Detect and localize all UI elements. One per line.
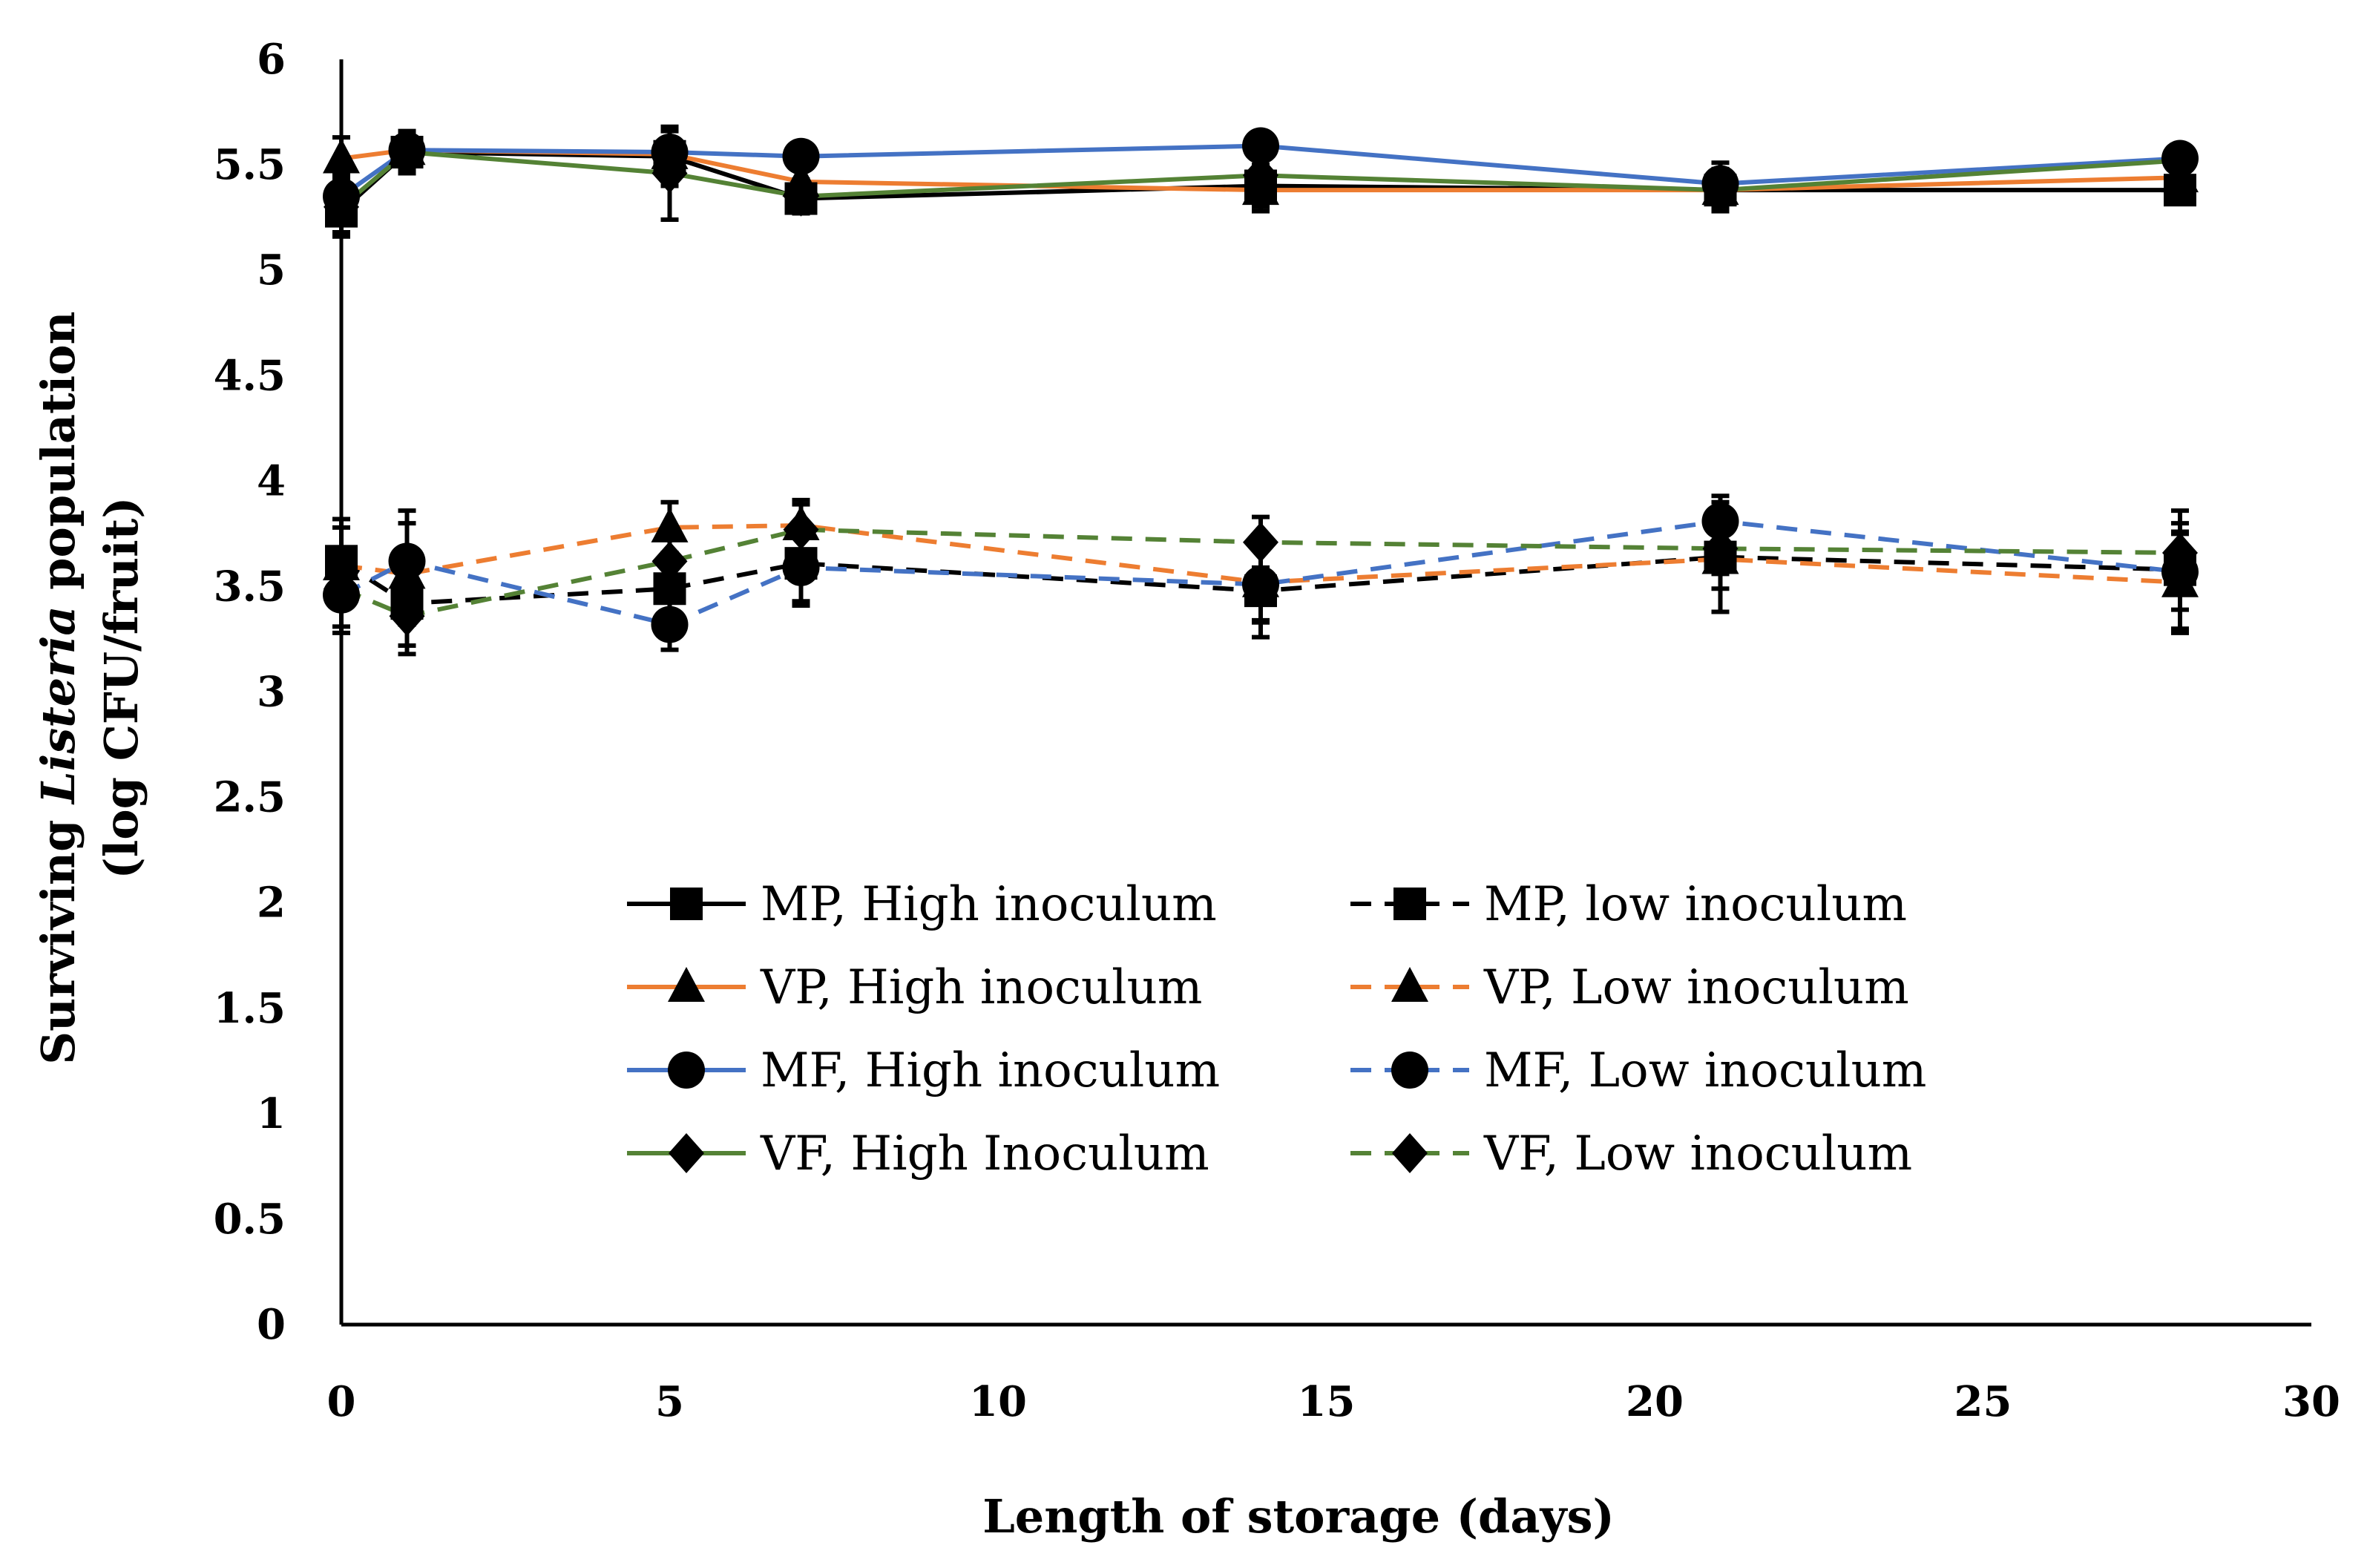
- x-axis-title: Length of storage (days): [982, 1489, 1615, 1544]
- y-tick-label: 5: [257, 246, 286, 295]
- legend-marker: [1392, 1133, 1428, 1173]
- y-tick-label: 6: [257, 35, 286, 84]
- legend-marker: [1393, 888, 1426, 920]
- y-axis-title-line1: Surviving Listeria population: [31, 311, 85, 1064]
- legend-label: MF, High inoculum: [761, 1043, 1220, 1098]
- legend-label: MF, Low inoculum: [1484, 1043, 1926, 1098]
- y-tick-label: 4.5: [214, 351, 286, 400]
- legend-marker: [668, 967, 705, 1002]
- y-axis-title-suffix: population: [31, 311, 85, 606]
- y-tick-label: 1.5: [214, 984, 286, 1033]
- x-tick-label: 25: [1954, 1377, 2012, 1426]
- legend-label: VF, Low inoculum: [1483, 1126, 1912, 1181]
- y-tick-label: 2: [257, 879, 286, 928]
- data-point: [388, 542, 426, 580]
- y-tick-label: 3.5: [214, 562, 286, 611]
- data-point: [782, 548, 820, 586]
- y-tick-label: 2.5: [214, 773, 286, 822]
- series-8-points: [324, 502, 2198, 657]
- x-tick-label: 10: [969, 1377, 1027, 1426]
- data-point: [2162, 140, 2198, 181]
- data-point: [324, 186, 359, 227]
- y-axis-title-italic: Listeria: [31, 606, 85, 805]
- x-tick-labels: 0 5 10 15 20 25 30: [327, 1377, 2340, 1426]
- legend-label: VP, Low inoculum: [1483, 960, 1909, 1015]
- data-point: [1243, 155, 1278, 196]
- x-tick-label: 0: [327, 1377, 356, 1426]
- legend-marker: [669, 1133, 704, 1173]
- axes: [339, 59, 2311, 1327]
- data-point: [389, 132, 425, 173]
- data-point: [783, 509, 819, 550]
- legend-label: VF, High Inoculum: [760, 1126, 1209, 1181]
- legend-label: MP, High inoculum: [761, 877, 1217, 932]
- y-tick-label: 5.5: [214, 140, 286, 189]
- y-tick-label: 0: [257, 1300, 286, 1349]
- x-tick-label: 30: [2282, 1377, 2340, 1426]
- series-layer: [323, 124, 2199, 657]
- y-axis-title-line2: (log CFU/fruit): [94, 496, 148, 879]
- x-tick-label: 5: [655, 1377, 684, 1426]
- legend-marker: [1391, 1052, 1428, 1089]
- y-tick-label: 1: [257, 1089, 286, 1138]
- data-point: [651, 507, 689, 542]
- y-axis-title-prefix: Surviving: [31, 804, 85, 1065]
- data-point: [323, 138, 360, 174]
- data-point: [783, 176, 819, 217]
- legend-label: VP, High inoculum: [760, 960, 1202, 1015]
- series-markers: [323, 124, 2199, 657]
- data-point: [651, 153, 688, 194]
- legend-label: MP, low inoculum: [1484, 877, 1907, 932]
- data-point: [2162, 532, 2198, 573]
- series-4-points: [324, 124, 2198, 235]
- data-point: [1242, 565, 1279, 603]
- legend: MP, High inoculum MP, low inoculum VP, Hig…: [627, 877, 1926, 1181]
- data-point: [782, 137, 820, 175]
- data-point: [1702, 528, 1739, 569]
- y-tick-label: 4: [257, 456, 286, 505]
- legend-marker: [1391, 967, 1428, 1002]
- legend-marker: [668, 1052, 705, 1089]
- legend-marker: [670, 888, 703, 920]
- data-point: [651, 541, 688, 582]
- y-tick-labels: 0 0.5 1 1.5 2 2.5 3 3.5 4 4.5 5 5.5 6: [214, 35, 286, 1349]
- y-tick-label: 3: [257, 668, 286, 717]
- data-point: [389, 596, 425, 637]
- y-tick-label: 0.5: [214, 1195, 286, 1244]
- x-tick-label: 15: [1298, 1377, 1356, 1426]
- data-point: [1702, 170, 1739, 211]
- data-point: [324, 568, 359, 609]
- data-point: [651, 606, 689, 643]
- data-point: [1243, 522, 1278, 562]
- x-tick-label: 20: [1626, 1377, 1684, 1426]
